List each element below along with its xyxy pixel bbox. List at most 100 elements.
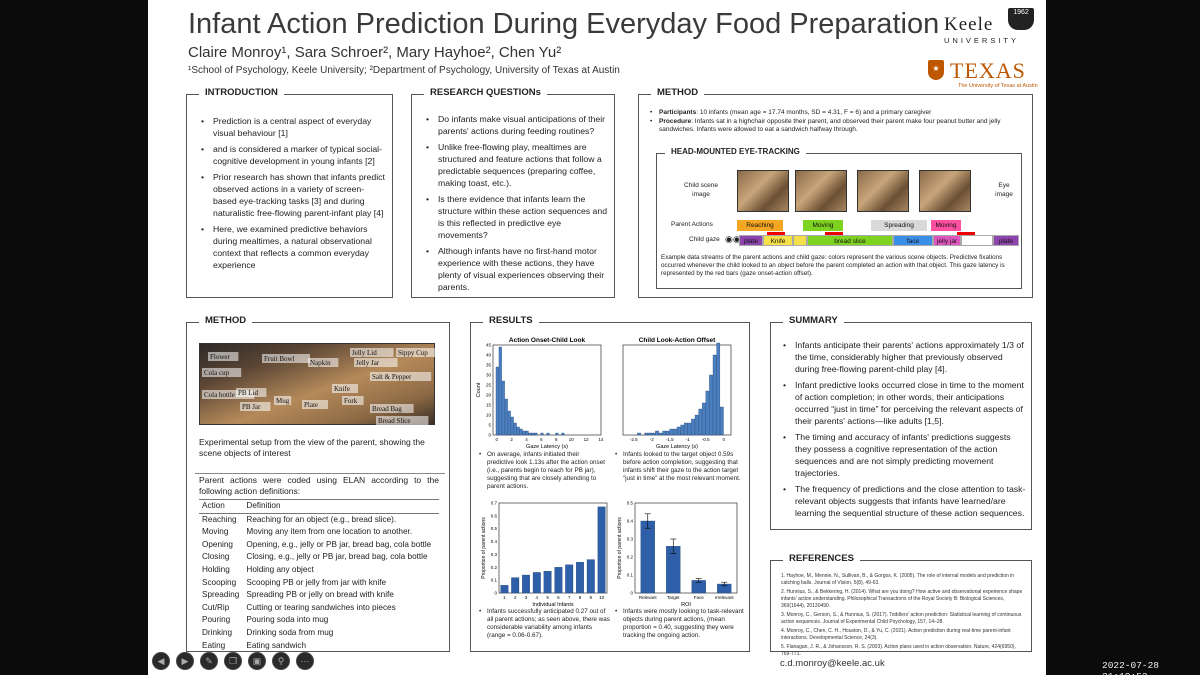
- reference-item: 4. Monroy, C., Chen, C. H., Houston, D.,…: [781, 628, 1011, 641]
- x-tick-label: -2.5: [630, 437, 638, 442]
- setup-caption: Experimental setup from the view of the …: [199, 437, 425, 458]
- histogram-bar: [540, 432, 544, 436]
- photo-label-bg: [208, 352, 239, 361]
- back-arrow-icon[interactable]: ◀: [152, 652, 170, 670]
- x-tick-label: 14: [598, 437, 604, 442]
- y-tick-label: 0.2: [627, 555, 634, 560]
- action-name-cell: Eating: [202, 640, 226, 650]
- x-tick-label: 10: [599, 595, 605, 600]
- keele-sub: UNIVERSITY: [944, 36, 1020, 45]
- poster-affiliations: ¹School of Psychology, Keele University;…: [188, 65, 620, 76]
- photo-label-bg: [370, 404, 414, 413]
- x-tick-label: 9: [590, 595, 593, 600]
- action-definition-cell: Spreading PB or jelly on bread with knif…: [246, 590, 394, 600]
- histogram-bar: [669, 428, 674, 436]
- texas-word: TEXAS: [950, 58, 1026, 83]
- action-name-cell: Drinking: [202, 627, 233, 637]
- eye-image-label: Eye image: [995, 182, 1013, 198]
- table-row: Eating Eating sandwich: [199, 640, 439, 653]
- method-bottom-panel: METHOD Flower Cola cup Fruit Bowl Napkin Jel…: [186, 315, 450, 652]
- action-name-cell: Pouring: [202, 615, 231, 625]
- summary-panel: SUMMARY Infants anticipate their parents…: [770, 315, 1032, 530]
- bar: [543, 570, 552, 594]
- action-definition-cell: Closing, e.g., jelly or PB jar, bread ba…: [246, 552, 428, 562]
- histogram-bar: [501, 380, 505, 436]
- histogram-bar: [648, 432, 652, 436]
- y-tick-label: 40: [486, 353, 492, 358]
- photo-label-bg: [274, 396, 292, 405]
- action-name-cell: Opening: [202, 539, 233, 549]
- table-row: Reaching Reaching for an object (e.g., br…: [199, 513, 439, 526]
- y-axis-label: Proportion of parent actions: [617, 517, 623, 579]
- photo-label: Fork: [344, 397, 358, 405]
- method-bottom-heading: METHOD: [199, 315, 253, 326]
- more-icon[interactable]: ⋯: [296, 652, 314, 670]
- y-tick-label: 30: [486, 373, 492, 378]
- setup-photo: Flower Cola cup Fruit Bowl Napkin Jelly Lid S…: [199, 343, 436, 425]
- photo-label: Fruit Bowl: [264, 355, 295, 363]
- procedure-label: Procedure: [659, 117, 692, 125]
- slides-icon[interactable]: ▣: [248, 652, 266, 670]
- y-tick-label: 0.6: [491, 513, 498, 518]
- histogram-bar: [691, 418, 695, 436]
- histogram-bar: [534, 432, 538, 436]
- introduction-bullet: Prior research has shown that infants pr…: [199, 171, 387, 219]
- scene-image-2: [795, 170, 847, 212]
- y-tick-label: 0.7: [491, 501, 498, 506]
- research-question-bullet: Unlike free-flowing play, mealtimes are …: [424, 141, 608, 189]
- eye-tracking-heading: HEAD-MOUNTED EYE-TRACKING: [665, 147, 806, 156]
- histogram-bar: [498, 346, 502, 436]
- table-header-cell: Definition: [243, 499, 439, 514]
- x-tick-label: 0: [723, 437, 726, 442]
- action-name-cell: Scooping: [202, 577, 237, 587]
- participants-label: Participants: [659, 109, 697, 116]
- forward-arrow-icon[interactable]: ▶: [176, 652, 194, 670]
- bar: [511, 577, 520, 594]
- research-questions-panel: RESEARCH QUESTIONs Do infants make visua…: [411, 87, 615, 298]
- y-axis-label: Proportion of parent actions: [481, 517, 487, 579]
- table-row: Holding Holding any object: [199, 564, 439, 577]
- photo-label-bg: [350, 348, 394, 357]
- photo-label-bg: [332, 384, 358, 393]
- histogram-bar: [676, 426, 681, 436]
- introduction-panel: INTRODUCTION Prediction is a central asp…: [186, 87, 393, 298]
- eye-icon: ◉◉: [725, 234, 741, 244]
- scene-image-4: [919, 170, 971, 212]
- action-definitions-table: Action Definition Reaching Reaching for an…: [199, 499, 439, 652]
- pen-icon[interactable]: ✎: [200, 652, 218, 670]
- histogram-bar: [507, 410, 511, 436]
- photo-label: PB Lid: [238, 389, 259, 397]
- y-tick-label: 0.4: [491, 539, 498, 544]
- bar: [500, 585, 509, 594]
- photo-label-bg: [202, 390, 255, 399]
- photo-label-bg: [236, 388, 267, 397]
- research-questions-heading: RESEARCH QUESTIONs: [424, 87, 547, 98]
- method-top-text: • Participants: 10 infants (mean age = 1…: [649, 109, 1027, 135]
- poster-authors: Claire Monroy¹, Sara Schroer², Mary Hayh…: [188, 44, 562, 61]
- photo-label: Salt & Pepper: [372, 373, 412, 381]
- y-tick-label: 0.4: [627, 519, 634, 524]
- x-tick-label: 1: [503, 595, 506, 600]
- zoom-icon[interactable]: ⚲: [272, 652, 290, 670]
- chart-title: Child Look-Action Offset: [639, 337, 716, 344]
- photo-label-bg: [202, 368, 242, 377]
- y-tick-label: 0.2: [491, 565, 498, 570]
- summary-heading: SUMMARY: [783, 315, 844, 326]
- x-tick-label: Irrelevant: [715, 595, 735, 600]
- action-definition-cell: Eating sandwich: [246, 640, 307, 650]
- action-definition-cell: Drinking soda from mug: [246, 627, 334, 637]
- bar: [522, 574, 530, 594]
- y-tick-label: 0.3: [627, 537, 634, 542]
- texas-shield-icon: ★: [928, 60, 944, 80]
- action-definition-cell: Cutting or tearing sandwiches into piece…: [246, 602, 396, 612]
- histogram-bar: [516, 426, 520, 436]
- introduction-heading: INTRODUCTION: [199, 87, 284, 98]
- copy-icon[interactable]: ❐: [224, 652, 242, 670]
- y-tick-label: 0.3: [491, 552, 498, 557]
- reference-item: 2. Hunnius, S., & Bekkering, H. (2014). …: [781, 589, 1023, 609]
- table-row: Closing Closing, e.g., jelly or PB jar, b…: [199, 551, 439, 564]
- photo-label-bg: [342, 396, 364, 405]
- introduction-bullet: Here, we examined predictive behaviors d…: [199, 223, 387, 271]
- x-tick-label: -0.5: [702, 437, 710, 442]
- summary-bullet: Infants anticipate their parents' action…: [781, 339, 1027, 375]
